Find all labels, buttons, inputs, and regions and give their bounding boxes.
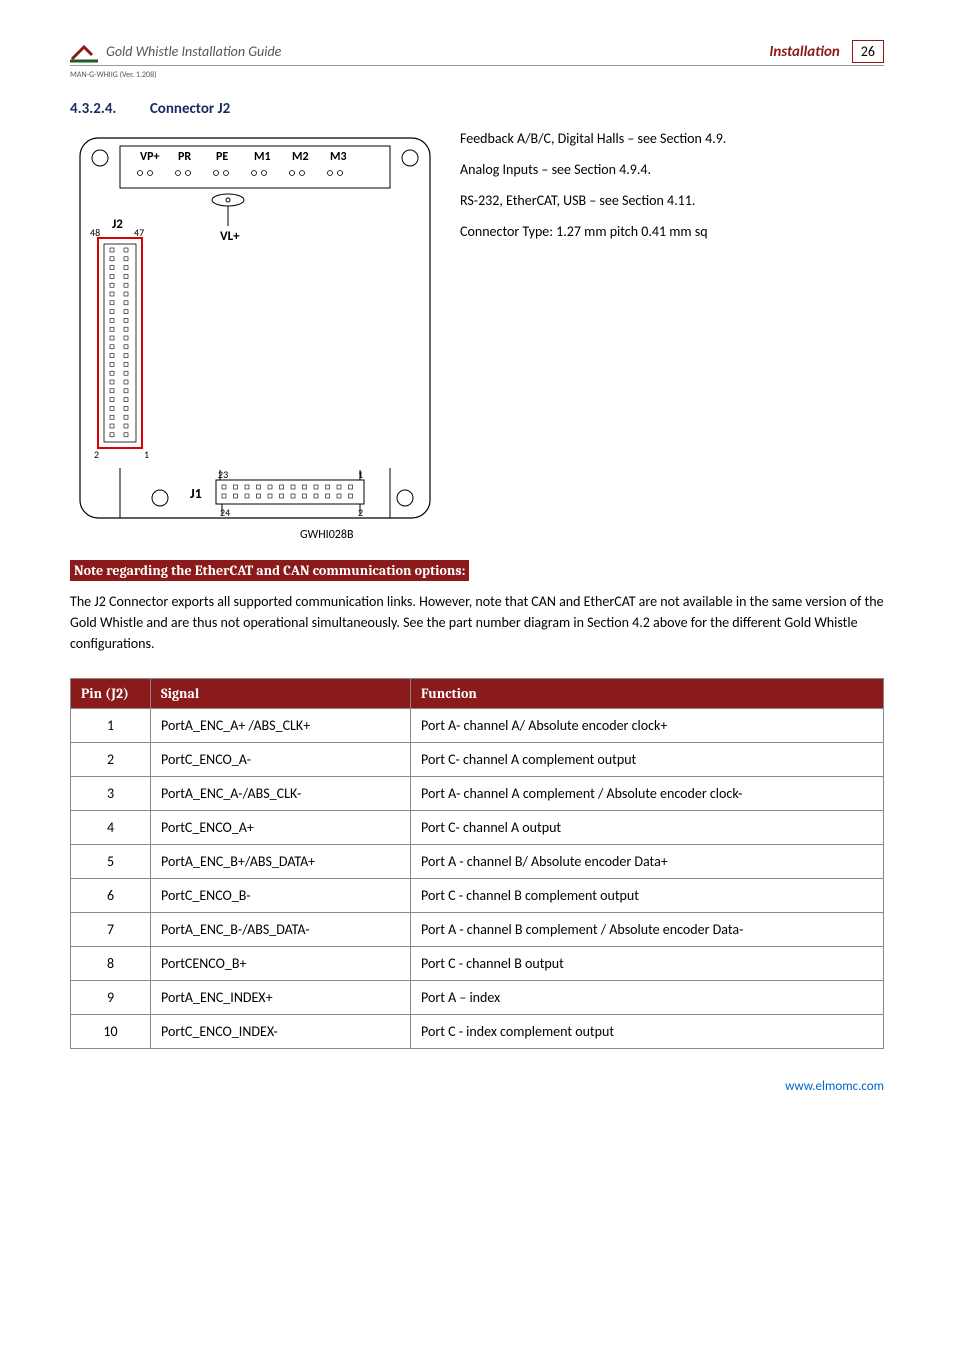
side-p4: Connector Type: 1.27 mm pitch 0.41 mm sq: [460, 221, 884, 242]
j1-num-1: 1: [358, 468, 363, 481]
pin-table: Pin (J2) Signal Function 1PortA_ENC_A+ /…: [70, 678, 884, 1049]
cell-signal: PortC_ENCO_A+: [151, 811, 411, 845]
cell-function: Port C - index complement output: [411, 1015, 884, 1049]
side-text-column: Feedback A/B/C, Digital Halls – see Sect…: [460, 128, 884, 552]
top-label-m2: M2: [292, 150, 309, 164]
header-left: Gold Whistle Installation Guide: [70, 41, 281, 63]
table-row: 3PortA_ENC_A-/ABS_CLK-Port A- channel A …: [71, 777, 884, 811]
cell-pin: 7: [71, 913, 151, 947]
top-label-vp: VP+: [140, 150, 159, 164]
top-label-pr: PR: [178, 150, 191, 164]
side-p3: RS-232, EtherCAT, USB – see Section 4.11…: [460, 190, 884, 211]
section-label: Installation: [769, 43, 839, 61]
cell-function: Port C- channel A output: [411, 811, 884, 845]
footer-link-text[interactable]: www.elmomc.com: [785, 1079, 884, 1094]
diagram-row: VP+ PR PE M1 M2 M3 VL+: [70, 128, 884, 552]
connector-diagram: VP+ PR PE M1 M2 M3 VL+: [70, 128, 440, 548]
body-paragraph: The J2 Connector exports all supported c…: [70, 591, 884, 654]
cell-function: Port A - channel B/ Absolute encoder Dat…: [411, 845, 884, 879]
diagram-column: VP+ PR PE M1 M2 M3 VL+: [70, 128, 440, 552]
j2-num-1: 1: [144, 448, 149, 461]
cell-function: Port C - channel B output: [411, 947, 884, 981]
table-row: 5PortA_ENC_B+/ABS_DATA+Port A - channel …: [71, 845, 884, 879]
section-heading: 4.3.2.4. Connector J2: [70, 100, 884, 118]
top-label-pe: PE: [216, 150, 228, 164]
cell-function: Port A – index: [411, 981, 884, 1015]
table-row: 4PortC_ENCO_A+Port C- channel A output: [71, 811, 884, 845]
cell-pin: 5: [71, 845, 151, 879]
j2-num-2: 2: [94, 448, 99, 461]
cell-pin: 6: [71, 879, 151, 913]
cell-signal: PortC_ENCO_A-: [151, 743, 411, 777]
footer-link[interactable]: www.elmomc.com: [70, 1079, 884, 1094]
table-row: 2PortC_ENCO_A-Port C- channel A compleme…: [71, 743, 884, 777]
table-row: 9PortA_ENC_INDEX+Port A – index: [71, 981, 884, 1015]
cell-pin: 9: [71, 981, 151, 1015]
vl-label: VL+: [220, 229, 240, 244]
cell-function: Port C- channel A complement output: [411, 743, 884, 777]
cell-function: Port A- channel A complement / Absolute …: [411, 777, 884, 811]
cell-function: Port A- channel A/ Absolute encoder cloc…: [411, 709, 884, 743]
cell-signal: PortCENCO_B+: [151, 947, 411, 981]
section-number: 4.3.2.4.: [70, 100, 116, 118]
cell-signal: PortA_ENC_INDEX+: [151, 981, 411, 1015]
top-label-m3: M3: [330, 150, 347, 164]
table-row: 10PortC_ENCO_INDEX-Port C - index comple…: [71, 1015, 884, 1049]
page-number: 26: [852, 40, 884, 63]
cell-function: Port C - channel B complement output: [411, 879, 884, 913]
cell-signal: PortA_ENC_B-/ABS_DATA-: [151, 913, 411, 947]
cell-pin: 8: [71, 947, 151, 981]
header-right: Installation 26: [769, 40, 884, 63]
side-p2: Analog Inputs – see Section 4.9.4.: [460, 159, 884, 180]
th-signal: Signal: [151, 679, 411, 709]
j1-label: J1: [190, 485, 202, 502]
table-row: 6PortC_ENCO_B-Port C - channel B complem…: [71, 879, 884, 913]
diagram-caption: GWHI028B: [300, 528, 354, 542]
j2-label: J2: [112, 217, 123, 232]
side-p1: Feedback A/B/C, Digital Halls – see Sect…: [460, 128, 884, 149]
table-row: 8PortCENCO_B+Port C - channel B output: [71, 947, 884, 981]
th-pin: Pin (J2): [71, 679, 151, 709]
section-title: Connector J2: [150, 100, 230, 118]
page-header: Gold Whistle Installation Guide Installa…: [70, 40, 884, 66]
top-label-m1: M1: [254, 150, 271, 164]
cell-signal: PortC_ENCO_B-: [151, 879, 411, 913]
th-function: Function: [411, 679, 884, 709]
cell-function: Port A - channel B complement / Absolute…: [411, 913, 884, 947]
cell-pin: 2: [71, 743, 151, 777]
j1-num-2: 2: [358, 506, 363, 519]
cell-pin: 3: [71, 777, 151, 811]
cell-signal: PortA_ENC_A+ /ABS_CLK+: [151, 709, 411, 743]
cell-signal: PortA_ENC_B+/ABS_DATA+: [151, 845, 411, 879]
cell-signal: PortA_ENC_A-/ABS_CLK-: [151, 777, 411, 811]
version-line: MAN-G-WHIIG (Ver. 1.208): [70, 70, 884, 80]
cell-pin: 4: [71, 811, 151, 845]
table-header-row: Pin (J2) Signal Function: [71, 679, 884, 709]
table-row: 1PortA_ENC_A+ /ABS_CLK+Port A- channel A…: [71, 709, 884, 743]
table-row: 7PortA_ENC_B-/ABS_DATA-Port A - channel …: [71, 913, 884, 947]
guide-title: Gold Whistle Installation Guide: [106, 43, 281, 60]
note-bar: Note regarding the EtherCAT and CAN comm…: [70, 560, 469, 581]
cell-pin: 1: [71, 709, 151, 743]
cell-signal: PortC_ENCO_INDEX-: [151, 1015, 411, 1049]
elmo-logo: [70, 41, 98, 63]
cell-pin: 10: [71, 1015, 151, 1049]
